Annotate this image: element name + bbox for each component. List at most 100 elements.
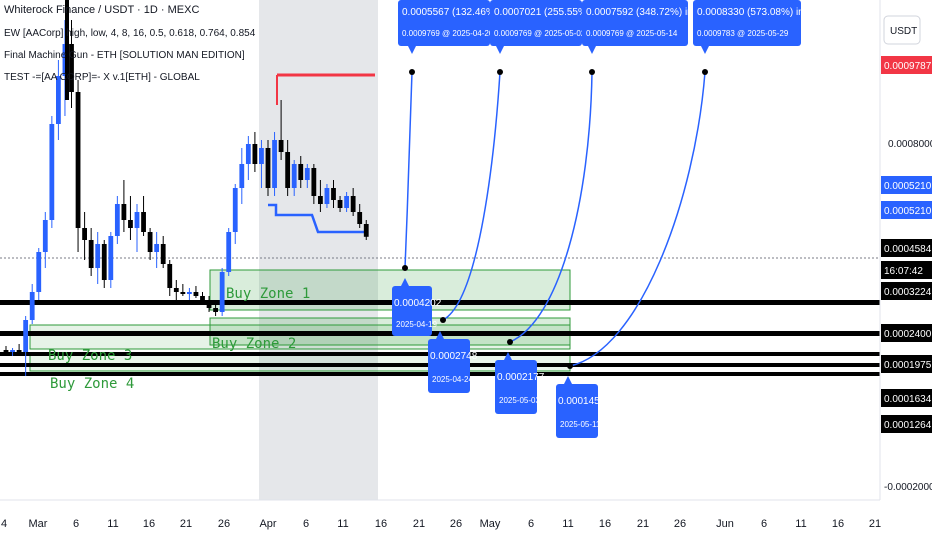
candle-body [167, 264, 173, 288]
price-badge-text: 0.0001975 [884, 360, 932, 371]
candle-body [350, 196, 356, 212]
top-callout-2[interactable]: 0.0007021 (255.55%) ir 0.0009769 @ 2025-… [490, 0, 599, 54]
price-badge-bg [881, 56, 932, 74]
candle-body [357, 212, 363, 224]
stop-path [268, 203, 366, 234]
top-callout-3-line1: 0.0007592 (348.72%) in 11d [586, 7, 711, 18]
indicator-2[interactable]: Final Machine Gun - ETH [SOLUTION MAN ED… [4, 50, 245, 61]
time-tick-label: Jun [716, 518, 734, 530]
time-tick-label: 4 [1, 518, 7, 530]
bottom-callout-2[interactable]: 0.0002748 2025-04-24 [428, 331, 478, 393]
time-tick-label: 11 [107, 518, 118, 530]
candle-body [298, 164, 304, 180]
candle-body [206, 300, 212, 308]
candle-body [154, 244, 160, 252]
time-tick-label: 21 [180, 518, 192, 530]
candle-body [56, 76, 61, 124]
connector-dots [402, 69, 708, 369]
time-tick-label: 6 [303, 518, 309, 530]
candle-body [324, 188, 330, 204]
bottom-callout-3[interactable]: 0.0002177 2025-05-03 [495, 352, 545, 414]
candle-body [311, 168, 317, 196]
candle-body [75, 92, 81, 228]
candle-body [82, 228, 87, 240]
candle-body [69, 44, 74, 92]
candle-body [141, 212, 146, 232]
candle-body [62, 44, 68, 76]
bottom-callout-3-line2: 2025-05-03 [499, 396, 540, 405]
top-callout-3[interactable]: 0.0007592 (348.72%) in 11d 0.0009769 @ 2… [582, 0, 711, 54]
price-badge-bg [881, 355, 932, 373]
time-tick-label: 6 [73, 518, 79, 530]
top-callout-4-line2: 0.0009783 @ 2025-05-29 [697, 29, 789, 38]
candle-body [239, 164, 245, 188]
candle-body [259, 148, 264, 164]
candle-body [10, 350, 15, 352]
candle-body [318, 196, 323, 204]
buy-zone-3-box [29, 324, 571, 350]
price-badges: 0.0009787 0.0005210 0.0005210 0.0004584 16:0… [881, 56, 932, 433]
candle-body [16, 350, 22, 352]
buy-zone-1-label: Buy Zone 1 [226, 286, 310, 302]
price-badge-text: 0.0005210 [884, 181, 932, 192]
time-tick-label: 11 [562, 518, 573, 530]
candle-body [252, 144, 258, 164]
price-badge-text: 0.0002400 [884, 329, 932, 340]
candle-body [337, 200, 343, 208]
symbol-title[interactable]: Whiterock Finance / USDT · 1D · MEXC [4, 4, 199, 16]
time-tick-label: 6 [761, 518, 767, 530]
time-tick-label: 26 [450, 518, 462, 530]
candle-body [304, 168, 310, 180]
candle-body [121, 204, 127, 220]
time-tick-label: 26 [218, 518, 230, 530]
candle-body [187, 292, 192, 294]
candle-body [173, 288, 179, 292]
bottom-callout-1-line1: 0.0004202 [394, 298, 442, 309]
top-callout-1-line2: 0.0009769 @ 2025-04-20 [402, 29, 494, 38]
price-axis[interactable]: USDT 0.0008000 -0.0002000 0.00097870.000… [879, 0, 932, 500]
currency-button[interactable] [883, 15, 921, 45]
top-callout-3-line2: 0.0009769 @ 2025-05-14 [586, 29, 678, 38]
price-badge-text: 0.0005210 [884, 206, 932, 217]
candle-body [36, 252, 42, 292]
candle-body [291, 164, 297, 188]
price-badge-text: 0.0001264 [884, 420, 932, 431]
indicator-3[interactable]: TEST -=[AA CORP]=- X v.1[ETH] - GLOBAL [4, 72, 200, 83]
candle-body [213, 308, 218, 312]
buy-zone-4-label: Buy Zone 4 [50, 376, 134, 392]
time-tick-label: 21 [637, 518, 649, 530]
price-badge-text: 16:07:42 [884, 266, 923, 277]
top-callout-1[interactable]: 0.0005567 (132.46%) ir 0.0009769 @ 2025-… [398, 0, 507, 54]
bottom-callout-4-line2: 2025-05-11 [560, 420, 601, 429]
candle-body [245, 144, 251, 164]
time-tick-label: 6 [528, 518, 534, 530]
top-callout-2-line2: 0.0009769 @ 2025-05-02 [494, 29, 586, 38]
bottom-callout-4[interactable]: 0.0001453 2025-05-11 [556, 376, 606, 438]
time-tick-label: 16 [143, 518, 155, 530]
time-tick-label: 11 [337, 518, 348, 530]
top-callout-1-line1: 0.0005567 (132.46%) ir [402, 7, 507, 18]
candle-body [160, 244, 166, 264]
candle-body [232, 188, 238, 232]
time-tick-label: 16 [599, 518, 611, 530]
candle-body [278, 140, 284, 152]
price-badge-bg [881, 324, 932, 342]
candle-body [29, 292, 35, 320]
price-badge-bg [881, 261, 932, 279]
bottom-callout-4-line1: 0.0001453 [558, 396, 606, 407]
bottom-callout-1-line2: 2025-04-19 [396, 320, 437, 329]
candle-body [108, 236, 114, 280]
candle-body [344, 196, 349, 208]
candle-body [272, 140, 277, 188]
top-callout-4-line1: 0.0008330 (573.08%) in 18d [697, 7, 823, 18]
chart-header: Whiterock Finance / USDT · 1D · MEXC EW … [4, 4, 256, 83]
candle-body [23, 320, 29, 352]
time-axis[interactable]: 4 Mar 6 11 16 21 26 Apr 6 11 16 21 26 May 6 11 16 21 26 Jun… [0, 499, 932, 550]
candle-body [114, 204, 120, 236]
bottom-callout-1[interactable]: 0.0004202 2025-04-19 [392, 278, 442, 336]
top-callout-4[interactable]: 0.0008330 (573.08%) in 18d 0.0009783 @ 2… [693, 0, 823, 54]
candle-body [331, 188, 336, 200]
top-callout-2-line1: 0.0007021 (255.55%) ir [494, 7, 599, 18]
indicator-1[interactable]: EW [AACorp] high, low, 4, 8, 16, 0.5, 0.… [4, 28, 256, 39]
